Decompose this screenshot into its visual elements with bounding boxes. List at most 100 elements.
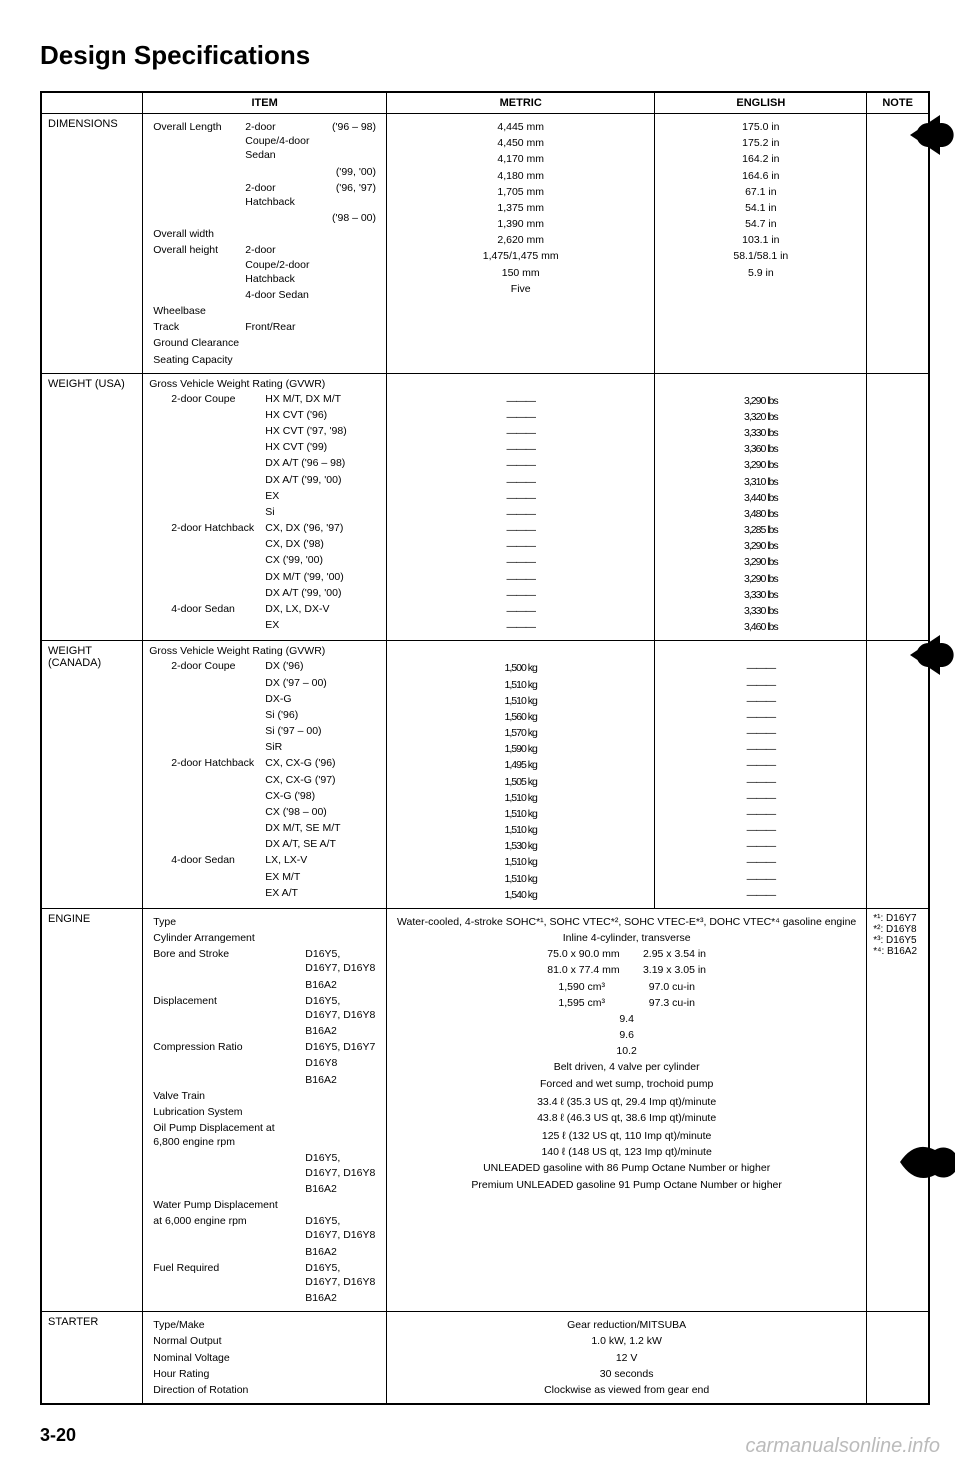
binding-mark-icon	[900, 1140, 955, 1185]
table-row: Ground Clearance	[151, 336, 378, 350]
table-row: 3,460 lbs	[663, 620, 858, 634]
table-row: 1,505 kg	[395, 775, 646, 789]
table-row: ———	[663, 807, 858, 821]
table-row: 1,500 kg	[395, 661, 646, 675]
table-row: ———	[395, 442, 646, 456]
table-row: 4-door SedanDX, LX, DX-V	[151, 602, 378, 616]
section-engine: ENGINE TypeCylinder ArrangementBore and …	[41, 908, 929, 1311]
table-row: B16A2	[151, 1182, 378, 1196]
table-row: Seating Capacity	[151, 353, 378, 367]
engine-label: ENGINE	[41, 908, 143, 1311]
table-row: ———	[663, 661, 858, 675]
table-row: ———	[663, 872, 858, 886]
table-row: B16A2	[151, 1024, 378, 1038]
table-row: 175.2 in	[663, 136, 858, 150]
table-row: 164.2 in	[663, 152, 858, 166]
table-row: 3,285 lbs	[663, 523, 858, 537]
engine-note: *¹: D16Y7 *²: D16Y8 *³: D16Y5 *⁴: B16A2	[867, 908, 929, 1311]
page-title: Design Specifications	[40, 40, 930, 71]
section-dimensions: DIMENSIONS Overall Length2-door Coupe/4-…	[41, 114, 929, 374]
watermark: carmanualsonline.info	[745, 1435, 940, 1458]
weight-usa-label: WEIGHT (USA)	[41, 373, 143, 641]
table-row: 67.1 in	[663, 185, 858, 199]
table-row: 103.1 in	[663, 233, 858, 247]
table-row: EX	[151, 618, 378, 632]
table-row: 125 ℓ (132 US qt, 110 Imp qt)/minute	[395, 1129, 858, 1143]
table-row: HX CVT ('97, '98)	[151, 424, 378, 438]
table-row: DisplacementD16Y5, D16Y7, D16Y8	[151, 994, 378, 1022]
table-row: 33.4 ℓ (35.3 US qt, 29.4 Imp qt)/minute	[395, 1095, 858, 1109]
table-row: B16A2	[151, 1245, 378, 1259]
table-row: Fuel RequiredD16Y5, D16Y7, D16Y8	[151, 1261, 378, 1289]
table-row: 1,595 cm³ 97.3 cu-in	[395, 996, 858, 1010]
table-row: CX, DX ('98)	[151, 537, 378, 551]
table-row: ———	[395, 604, 646, 618]
table-row: ———	[663, 694, 858, 708]
spec-table: ITEM METRIC ENGLISH NOTE DIMENSIONS Over…	[40, 91, 930, 1405]
table-row: Overall width	[151, 227, 378, 241]
table-row: 1,375 mm	[395, 201, 646, 215]
table-row: Valve Train	[151, 1089, 378, 1103]
table-row: 1,510 kg	[395, 807, 646, 821]
table-row: 3,290 lbs	[663, 572, 858, 586]
table-row: 4-door Sedan	[151, 288, 378, 302]
table-row: ———	[395, 555, 646, 569]
weight-usa-heading: Gross Vehicle Weight Rating (GVWR)	[149, 378, 380, 390]
table-row: ———	[395, 523, 646, 537]
table-row: 140 ℓ (148 US qt, 123 Imp qt)/minute	[395, 1145, 858, 1159]
table-row: Direction of Rotation	[151, 1383, 378, 1397]
header-english: ENGLISH	[655, 92, 867, 114]
table-row: CX, CX-G ('97)	[151, 773, 378, 787]
binding-mark-icon	[905, 110, 955, 160]
table-row: 3,320 lbs	[663, 410, 858, 424]
table-row: Compression RatioD16Y5, D16Y7	[151, 1040, 378, 1054]
table-row: 1,390 mm	[395, 217, 646, 231]
section-starter: STARTER Type/MakeNormal OutputNominal Vo…	[41, 1312, 929, 1404]
table-row: Bore and StrokeD16Y5, D16Y7, D16Y8	[151, 947, 378, 975]
table-row: 1,510 kg	[395, 823, 646, 837]
table-row: 1,540 kg	[395, 888, 646, 902]
table-row: ———	[663, 775, 858, 789]
table-row: 4,180 mm	[395, 169, 646, 183]
table-row: ———	[663, 791, 858, 805]
table-row: DX A/T ('99, '00)	[151, 586, 378, 600]
table-row: 1,510 kg	[395, 678, 646, 692]
table-row: ———	[663, 710, 858, 724]
table-row: 150 mm	[395, 266, 646, 280]
table-row: HX CVT ('96)	[151, 408, 378, 422]
table-row: Clockwise as viewed from gear end	[395, 1383, 858, 1397]
table-row: Si ('96)	[151, 708, 378, 722]
table-row: 10.2	[395, 1044, 858, 1058]
table-row: ———	[395, 410, 646, 424]
table-row: ———	[395, 394, 646, 408]
table-row: 1,570 kg	[395, 726, 646, 740]
table-row: CX ('99, '00)	[151, 553, 378, 567]
table-row: Inline 4-cylinder, transverse	[395, 931, 858, 945]
table-row: TrackFront/Rear	[151, 320, 378, 334]
table-row: Type/Make	[151, 1318, 378, 1332]
table-row: Normal Output	[151, 1334, 378, 1348]
table-row: ———	[663, 742, 858, 756]
table-row: 3,290 lbs	[663, 458, 858, 472]
table-row: Si ('97 – 00)	[151, 724, 378, 738]
table-row: 1,510 kg	[395, 694, 646, 708]
table-row: B16A2	[151, 1073, 378, 1087]
table-row: 4,170 mm	[395, 152, 646, 166]
table-row: ———	[663, 823, 858, 837]
table-row: 12 V	[395, 1351, 858, 1365]
table-row: Si	[151, 505, 378, 519]
table-row: 3,480 lbs	[663, 507, 858, 521]
table-row: ('98 – 00)	[151, 211, 378, 225]
weight-canada-label: WEIGHT (CANADA)	[41, 641, 143, 909]
table-row: CX ('98 – 00)	[151, 805, 378, 819]
table-row: D16Y8	[151, 1056, 378, 1070]
table-row: SiR	[151, 740, 378, 754]
table-row: Gear reduction/MITSUBA	[395, 1318, 858, 1332]
binding-mark-icon	[905, 630, 955, 680]
table-row: 1,705 mm	[395, 185, 646, 199]
table-row: Hour Rating	[151, 1367, 378, 1381]
table-row: UNLEADED gasoline with 86 Pump Octane Nu…	[395, 1161, 858, 1175]
table-row: 1,510 kg	[395, 791, 646, 805]
table-row: B16A2	[151, 1291, 378, 1305]
table-row: Overall height2-door Coupe/2-door Hatchb…	[151, 243, 378, 286]
